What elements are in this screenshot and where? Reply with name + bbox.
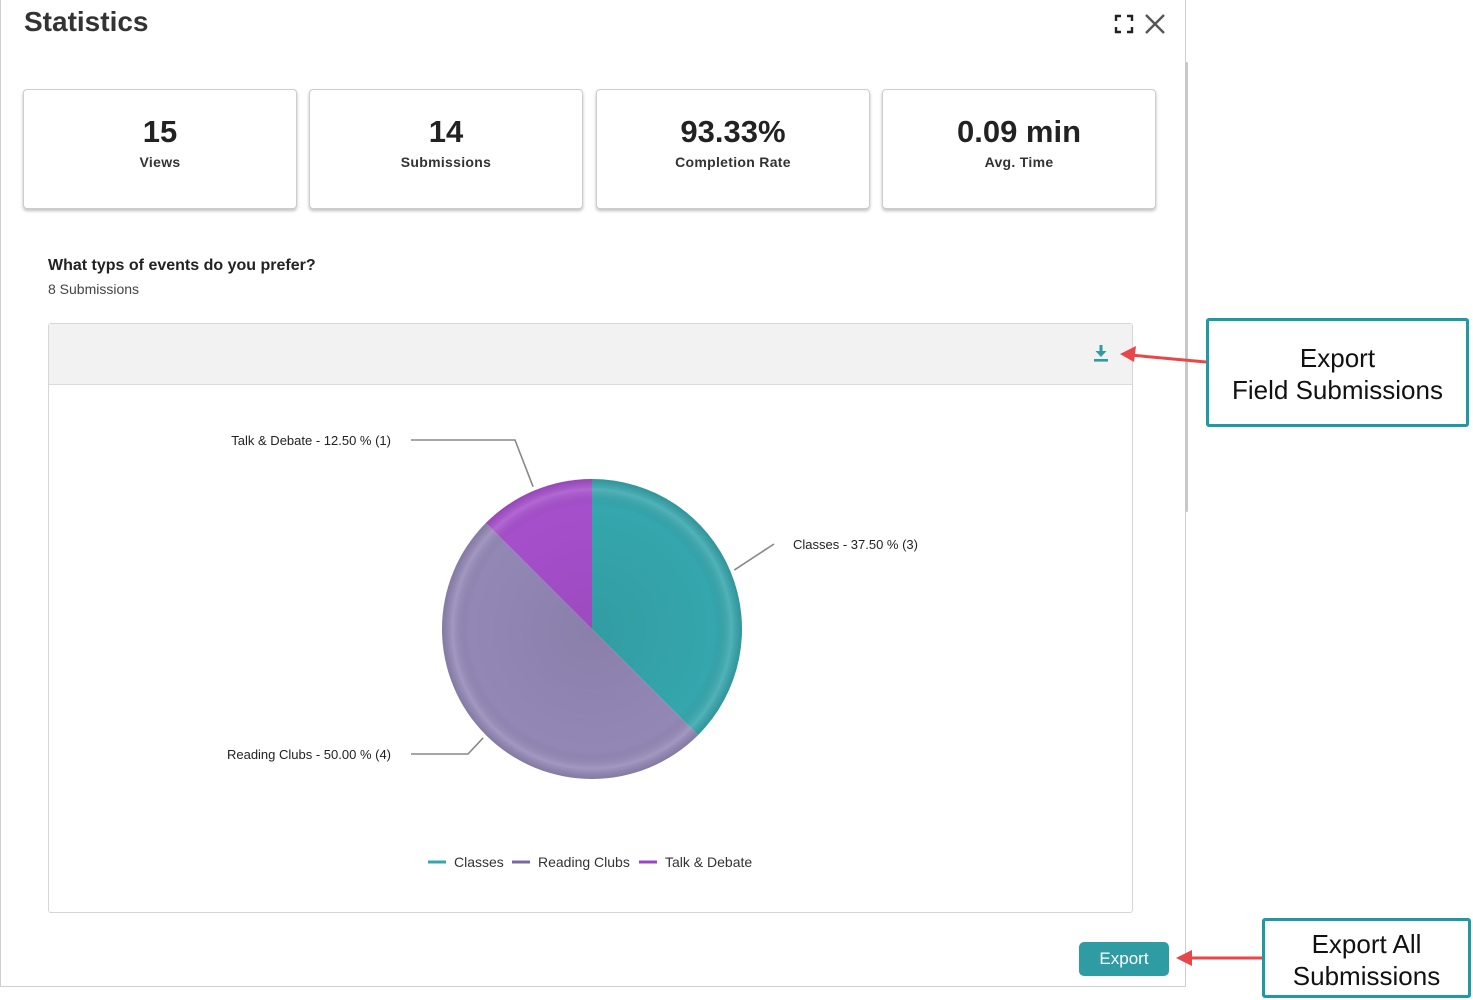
arrow-to-export <box>1176 950 1262 966</box>
pie-data-label: Classes - 37.50 % (3) <box>793 537 918 552</box>
callout-line: Field Submissions <box>1232 375 1443 405</box>
stat-card-avg-time: 0.09 min Avg. Time <box>882 89 1156 209</box>
stat-label: Views <box>139 154 181 170</box>
statistics-modal: Statistics 15 Views 14 Submissions 93.33… <box>0 0 1188 987</box>
question-title: What typs of events do you prefer? <box>48 257 316 274</box>
callout-export-all-submissions: Export All Submissions <box>1262 918 1471 998</box>
callout-line: Submissions <box>1292 961 1441 991</box>
stat-value: 93.33% <box>680 114 786 149</box>
legend-item[interactable]: Reading Clubs <box>538 854 630 870</box>
pie-connector <box>411 439 534 488</box>
chart-panel: Classes - 37.50 % (3) Reading Clubs - 50.… <box>48 323 1133 913</box>
download-icon[interactable] <box>1091 343 1111 363</box>
callout-line: Export <box>1299 343 1376 373</box>
stat-card-views: 15 Views <box>23 89 297 209</box>
stat-label: Avg. Time <box>984 154 1054 170</box>
stat-label: Completion Rate <box>675 154 791 170</box>
legend-item[interactable]: Talk & Debate <box>665 854 752 870</box>
scrollbar[interactable] <box>1185 62 1188 512</box>
stat-card-completion-rate: 93.33% Completion Rate <box>596 89 870 209</box>
pie-chart: Classes - 37.50 % (3) Reading Clubs - 50.… <box>227 433 918 870</box>
stat-value: 15 <box>142 114 178 149</box>
chart-toolbar <box>49 324 1132 385</box>
callout-export-field-submissions: Export Field Submissions <box>1206 318 1469 427</box>
stat-label: Submissions <box>400 154 492 170</box>
pie-data-label: Reading Clubs - 50.00 % (4) <box>227 747 391 762</box>
stat-card-submissions: 14 Submissions <box>309 89 583 209</box>
pie-connector <box>411 737 484 755</box>
submission-count: 8 Submissions <box>48 281 140 297</box>
pie-connector <box>733 543 775 571</box>
callout-line: Export All <box>1311 929 1422 959</box>
pie-data-label: Talk & Debate - 12.50 % (1) <box>231 433 391 448</box>
stat-value: 0.09 min <box>956 114 1082 149</box>
modal-title: Statistics <box>24 6 149 37</box>
expand-icon[interactable] <box>1114 14 1134 34</box>
legend-item[interactable]: Classes <box>454 854 504 870</box>
close-icon[interactable] <box>1143 12 1167 36</box>
stat-value: 14 <box>428 114 464 149</box>
export-button[interactable]: Export <box>1079 942 1169 976</box>
